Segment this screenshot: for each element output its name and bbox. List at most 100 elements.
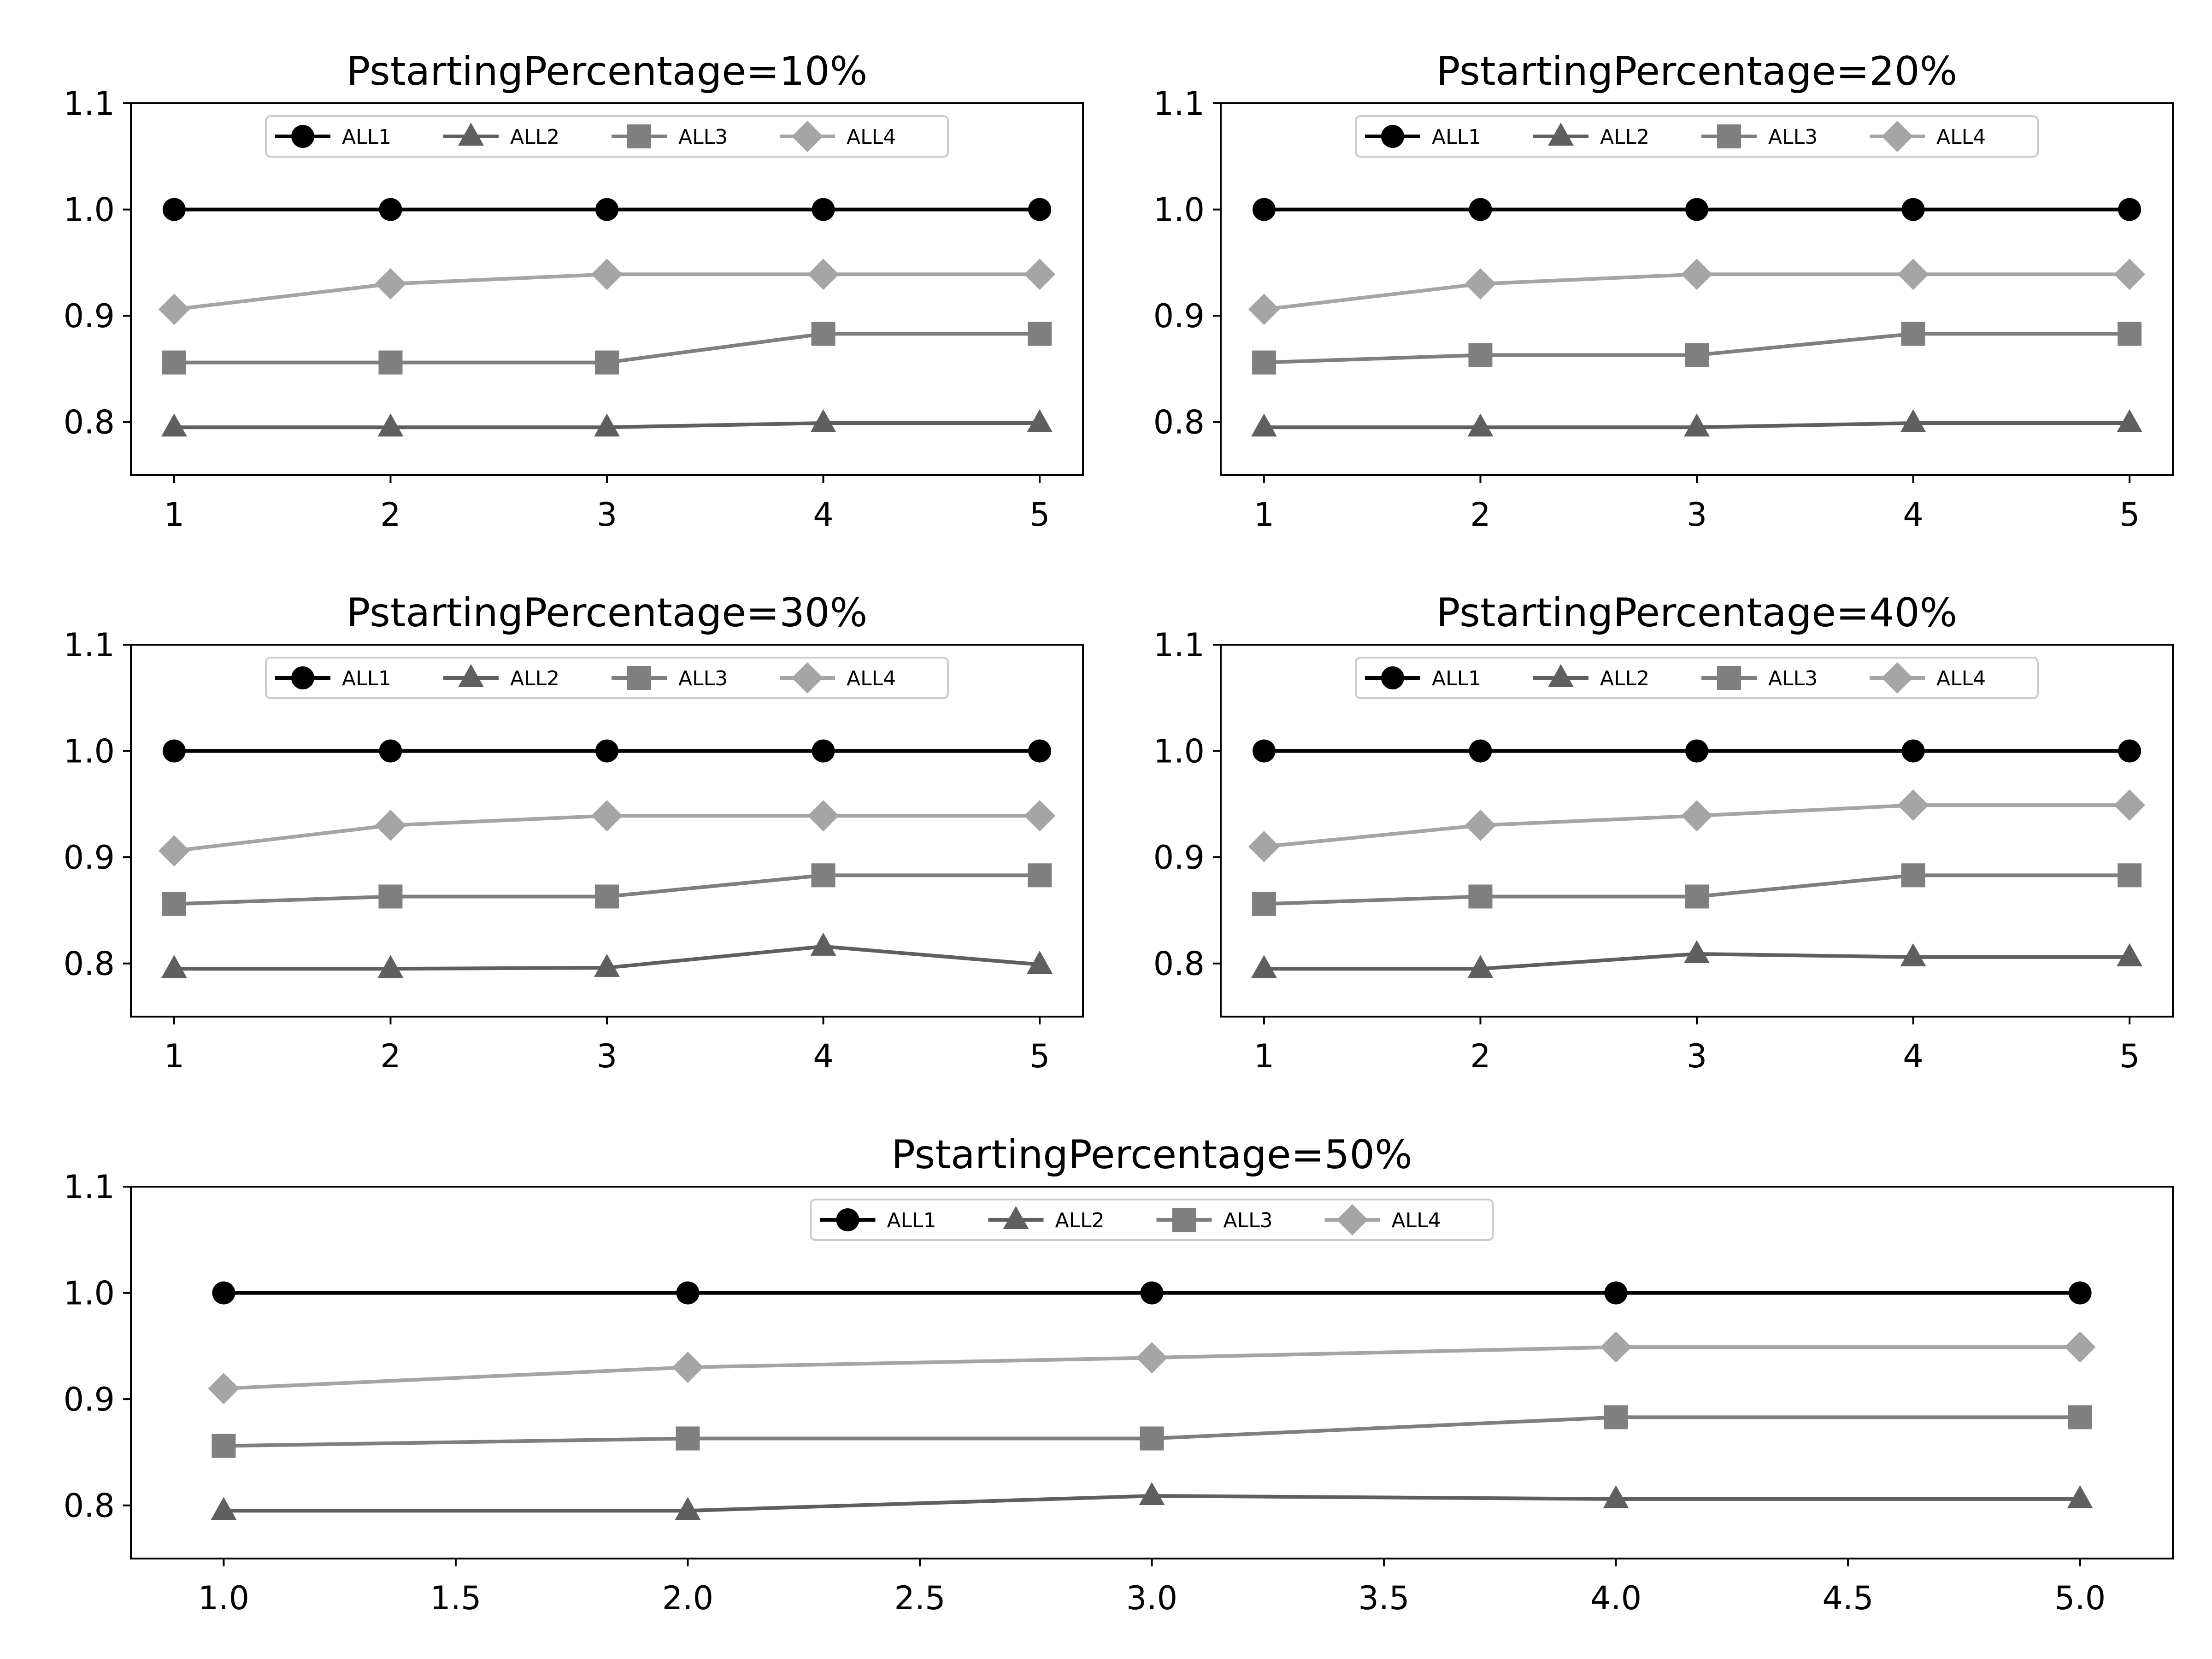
data-point-all3 bbox=[1028, 322, 1052, 346]
data-point-all2 bbox=[377, 955, 404, 978]
data-point-all4 bbox=[1681, 259, 1712, 290]
x-tick-label: 2 bbox=[1470, 496, 1491, 534]
data-point-all2 bbox=[1900, 943, 1926, 966]
x-tick-label: 2 bbox=[380, 496, 401, 534]
y-tick-label: 0.8 bbox=[1153, 404, 1205, 441]
data-point-all3 bbox=[595, 884, 619, 909]
data-point-all1 bbox=[1252, 739, 1276, 763]
data-point-all3 bbox=[378, 350, 403, 375]
legend-label-all4: ALL4 bbox=[1936, 125, 1986, 149]
x-tick-label: 5 bbox=[2119, 1037, 2140, 1075]
y-tick-label: 0.9 bbox=[1153, 297, 1205, 335]
subplot-title: PstartingPercentage=20% bbox=[1436, 48, 1958, 94]
data-point-all3 bbox=[162, 892, 186, 916]
subplot-1: PstartingPercentage=10% 1 2 3 4 5 0.8 0.9 1.0 1.1… bbox=[64, 48, 1084, 534]
y-tick-label: 1.0 bbox=[64, 733, 115, 771]
x-tick-label: 1 bbox=[1254, 496, 1275, 534]
legend: ALL1 ALL2 ALL3 ALL4 bbox=[1355, 115, 2039, 158]
x-tick-label: 5 bbox=[2119, 496, 2140, 534]
y-tick-label: 0.8 bbox=[64, 404, 115, 441]
legend-marker-all4 bbox=[1882, 121, 1913, 152]
subplot-4: PstartingPercentage=40% 1 2 3 4 5 0.8 0.9 1.0 1.1… bbox=[1153, 590, 2174, 1075]
x-tick-label: 3 bbox=[597, 1037, 618, 1075]
data-point-all2 bbox=[1027, 409, 1053, 433]
data-point-all3 bbox=[1604, 1405, 1628, 1430]
data-point-all4 bbox=[2064, 1331, 2096, 1363]
data-point-all2 bbox=[211, 1497, 237, 1520]
legend-frame bbox=[1355, 657, 2039, 699]
data-point-all4 bbox=[591, 259, 623, 290]
data-point-all2 bbox=[161, 413, 187, 437]
legend-marker-all3 bbox=[627, 124, 651, 148]
data-point-all4 bbox=[158, 835, 190, 867]
legend-label-all1: ALL1 bbox=[887, 1209, 936, 1232]
y-tick-label: 1.1 bbox=[64, 1168, 115, 1206]
legend-marker-all1 bbox=[1381, 125, 1404, 148]
data-point-all1 bbox=[1140, 1281, 1164, 1305]
data-point-all4 bbox=[2114, 789, 2146, 821]
data-point-all2 bbox=[1467, 413, 1494, 437]
data-point-all4 bbox=[1465, 809, 1496, 841]
x-tick-label: 3.0 bbox=[1126, 1579, 1177, 1617]
data-point-all1 bbox=[1901, 739, 1925, 763]
data-point-all1 bbox=[212, 1281, 235, 1305]
subplot-3: PstartingPercentage=30% 1 2 3 4 5 0.8 0.9 1.0 1.1… bbox=[64, 590, 1084, 1075]
axes-frame bbox=[130, 102, 1084, 476]
y-tick-label: 1.0 bbox=[1153, 733, 1205, 771]
legend-label-all3: ALL3 bbox=[1224, 1209, 1273, 1232]
data-point-all4 bbox=[1600, 1331, 1632, 1363]
data-point-all4 bbox=[1024, 800, 1056, 832]
data-point-all3 bbox=[162, 350, 186, 375]
data-point-all3 bbox=[212, 1434, 236, 1458]
data-point-all3 bbox=[676, 1426, 700, 1451]
y-tick-label: 1.1 bbox=[64, 85, 115, 123]
data-point-all2 bbox=[1251, 955, 1277, 978]
legend-label-all1: ALL1 bbox=[342, 667, 391, 690]
data-point-all2 bbox=[810, 409, 836, 433]
data-point-all1 bbox=[162, 198, 186, 221]
y-tick-label: 0.8 bbox=[64, 1487, 115, 1525]
x-tick-label: 1.0 bbox=[198, 1579, 249, 1617]
x-tick-label: 4 bbox=[813, 496, 834, 534]
data-point-all1 bbox=[162, 739, 186, 763]
data-point-all1 bbox=[2118, 198, 2141, 221]
data-point-all1 bbox=[1901, 198, 1925, 221]
data-point-all2 bbox=[1603, 1485, 1629, 1508]
data-point-all1 bbox=[595, 198, 618, 221]
data-point-all3 bbox=[595, 350, 619, 375]
data-point-all2 bbox=[2067, 1485, 2093, 1508]
data-point-all1 bbox=[1028, 739, 1052, 763]
x-tick-label: 3 bbox=[1687, 496, 1707, 534]
data-point-all3 bbox=[1468, 343, 1493, 367]
legend-label-all4: ALL4 bbox=[847, 667, 896, 690]
legend: ALL1 ALL2 ALL3 ALL4 bbox=[1355, 657, 2039, 699]
axes-frame bbox=[130, 1186, 2174, 1559]
data-point-all2 bbox=[1251, 413, 1277, 437]
x-tick-label: 2 bbox=[1470, 1037, 1491, 1075]
x-tick-label: 5.0 bbox=[2054, 1579, 2106, 1617]
data-point-all2 bbox=[2117, 409, 2143, 433]
data-point-all3 bbox=[811, 322, 835, 346]
data-point-all3 bbox=[811, 863, 835, 888]
data-point-all2 bbox=[810, 932, 836, 956]
data-point-all1 bbox=[1604, 1281, 1628, 1305]
x-tick-label: 4 bbox=[1903, 1037, 1924, 1075]
y-tick-label: 1.1 bbox=[1153, 626, 1205, 664]
data-point-all2 bbox=[594, 953, 620, 977]
legend-frame bbox=[810, 1199, 1494, 1241]
x-tick-label: 2 bbox=[380, 1037, 401, 1075]
x-tick-label: 2.5 bbox=[894, 1579, 945, 1617]
data-point-all2 bbox=[675, 1497, 701, 1520]
data-point-all3 bbox=[1685, 343, 1709, 367]
x-tick-label: 4.5 bbox=[1822, 1579, 1873, 1617]
data-point-all4 bbox=[1248, 831, 1280, 863]
legend-label-all4: ALL4 bbox=[847, 125, 896, 149]
axes-frame bbox=[130, 644, 1084, 1018]
data-point-all2 bbox=[1684, 413, 1710, 437]
data-point-all3 bbox=[1901, 863, 1925, 888]
data-point-all3 bbox=[2118, 322, 2142, 346]
legend-label-all4: ALL4 bbox=[1392, 1209, 1441, 1232]
x-tick-label: 1 bbox=[164, 496, 185, 534]
legend-marker-all2 bbox=[1548, 123, 1574, 146]
